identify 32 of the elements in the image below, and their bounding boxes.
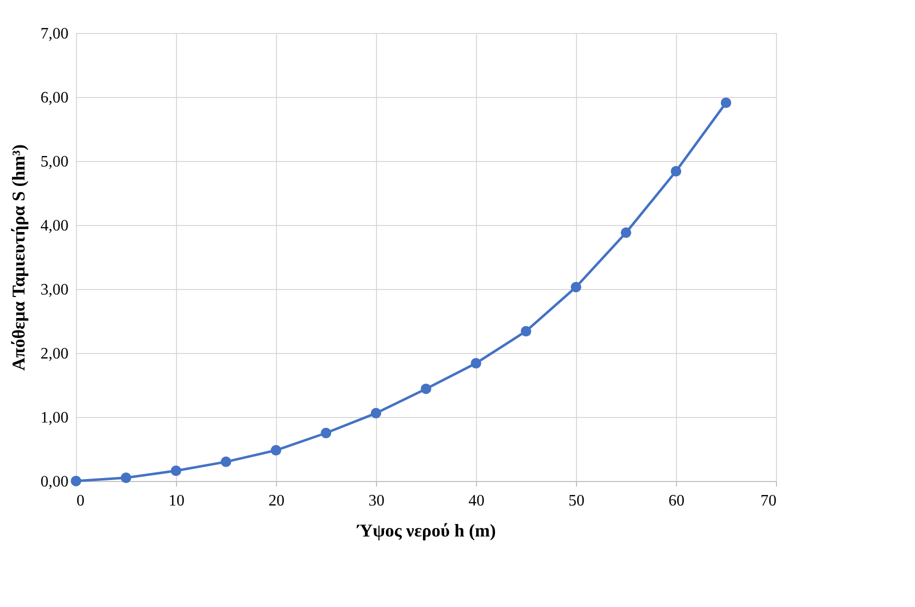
y-tick-label: 0,00 bbox=[40, 474, 68, 490]
y-tick-label: 6,00 bbox=[40, 90, 68, 106]
point bbox=[720, 98, 732, 108]
point bbox=[570, 282, 582, 292]
point bbox=[120, 472, 132, 484]
point bbox=[170, 466, 182, 476]
point bbox=[70, 476, 82, 486]
point bbox=[420, 384, 432, 394]
x-tick-label: 40 bbox=[468, 492, 484, 510]
point bbox=[470, 358, 482, 368]
point bbox=[270, 445, 282, 456]
y-tick-label: 3,00 bbox=[40, 282, 68, 298]
y-tick-label: 2,00 bbox=[40, 346, 68, 362]
x-tick-label: 30 bbox=[368, 492, 384, 510]
point bbox=[670, 166, 682, 176]
x-tick-label: 50 bbox=[568, 492, 584, 510]
x-tick-label: 0 bbox=[76, 492, 84, 510]
y-axis-title: Απόθεμα Ταμιευτήρα S (hm³) bbox=[8, 144, 28, 371]
point bbox=[620, 227, 632, 238]
x-tick-label: 10 bbox=[168, 492, 184, 510]
point bbox=[370, 408, 382, 418]
x-tick-label: 60 bbox=[668, 492, 684, 510]
point bbox=[320, 428, 332, 438]
x-axis-title: Ύψος νερού h (m) bbox=[356, 520, 496, 540]
y-tick-label: 4,00 bbox=[40, 218, 68, 234]
y-tick-label: 7,00 bbox=[40, 26, 68, 42]
x-tick-label: 70 bbox=[760, 492, 776, 510]
y-tick-label: 1,00 bbox=[40, 410, 68, 426]
point bbox=[220, 456, 232, 468]
point bbox=[520, 326, 532, 336]
y-tick-label: 5,00 bbox=[40, 154, 68, 170]
x-tick-label: 20 bbox=[268, 492, 284, 510]
